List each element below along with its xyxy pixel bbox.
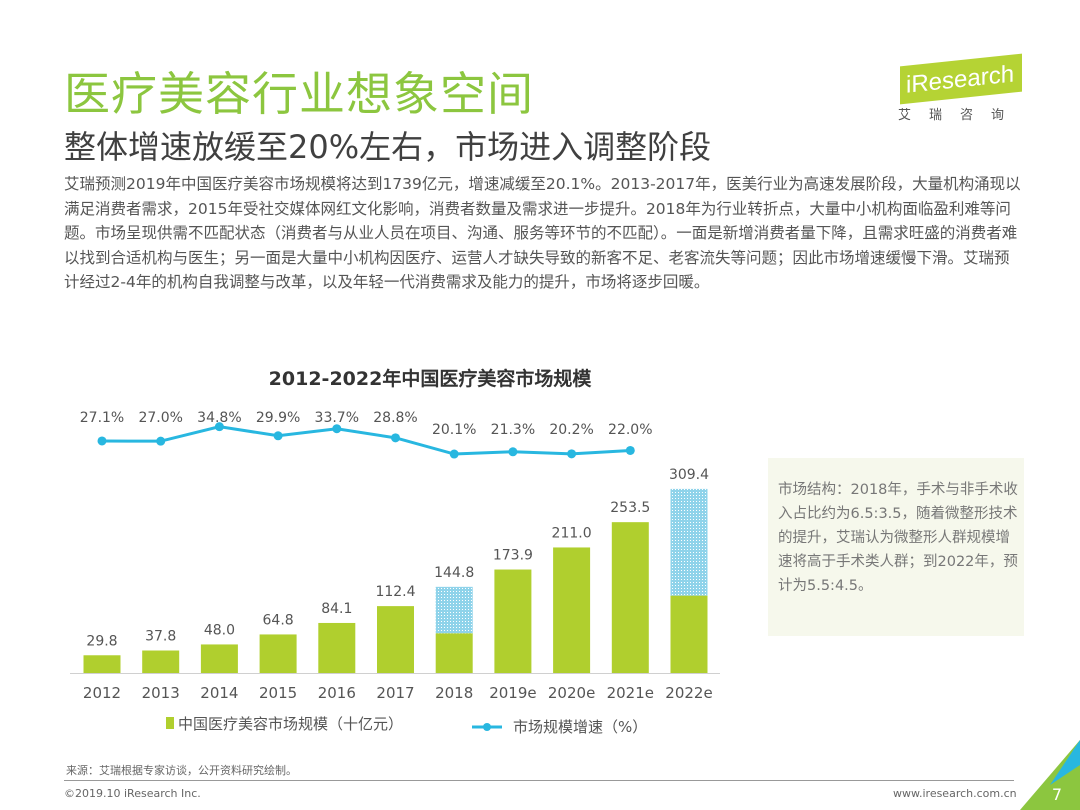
corner-decoration	[1020, 740, 1080, 810]
bar-value-label: 309.4	[669, 467, 709, 483]
growth-rate-label: 20.2%	[549, 422, 593, 438]
growth-rate-point	[214, 422, 224, 432]
growth-rate-label: 27.0%	[138, 410, 182, 426]
legend-line-label: 市场规模增速（%）	[513, 718, 647, 736]
bar	[377, 606, 414, 673]
bar-value-label: 29.8	[86, 633, 117, 649]
growth-rate-point	[508, 447, 518, 457]
chart-title: 2012-2022年中国医疗美容市场规模	[268, 368, 592, 390]
note-text: 市场结构：2018年，手术与非手术收入占比约为6.5:3.5，随着微整形技术的提…	[778, 482, 1018, 594]
bar-value-label: 84.1	[321, 601, 352, 617]
growth-rate-point	[449, 449, 459, 459]
x-tick-label: 2018	[435, 684, 473, 702]
logo-subtext: 艾瑞咨询	[898, 108, 1023, 123]
legend-line-marker	[483, 723, 491, 731]
x-tick-label: 2021e	[607, 684, 654, 702]
bar	[318, 622, 356, 673]
x-tick-label: 2019e	[489, 684, 536, 702]
growth-rate-point	[332, 424, 342, 434]
growth-rate-label: 33.7%	[315, 410, 359, 426]
bar-value-label: 144.8	[434, 565, 474, 581]
growth-rate-point	[273, 431, 283, 441]
bar	[259, 634, 297, 673]
bar-value-label: 48.0	[204, 622, 235, 638]
bar	[200, 644, 238, 673]
page-subtitle: 整体增速放缓至20%左右，市场进入调整阶段	[64, 128, 712, 166]
x-tick-label: 2016	[318, 684, 356, 702]
bar	[83, 655, 121, 673]
x-tick-label: 2014	[200, 684, 238, 702]
bar-value-label: 253.5	[610, 500, 650, 516]
bar-value-label: 173.9	[493, 548, 533, 564]
footer-divider	[64, 780, 1014, 781]
x-tick-label: 2012	[83, 684, 121, 702]
page-title: 医疗美容行业想象空间	[64, 67, 534, 121]
growth-rate-label: 20.1%	[432, 422, 476, 438]
growth-rate-label: 29.9%	[256, 410, 300, 426]
x-tick-label: 2013	[142, 684, 180, 702]
note-box: 市场结构：2018年，手术与非手术收入占比约为6.5:3.5，随着微整形技术的提…	[768, 458, 1024, 636]
growth-rate-label: 28.8%	[373, 410, 417, 426]
growth-rate-line	[101, 425, 631, 456]
iresearch-logo: iResearch 艾瑞咨询	[890, 53, 1030, 123]
growth-rate-point	[391, 433, 400, 443]
legend-bar-swatch	[166, 717, 174, 729]
bar	[494, 569, 532, 673]
bar	[142, 650, 180, 673]
page-number: 7	[1051, 785, 1062, 804]
website-link[interactable]: www.iresearch.com.cn	[893, 787, 1017, 800]
growth-rate-label: 27.1%	[80, 410, 124, 426]
x-tick-label: 2020e	[548, 684, 595, 702]
bar-value-label: 112.4	[375, 584, 415, 600]
copyright: ©2019.10 iResearch Inc.	[64, 787, 201, 800]
bar	[553, 547, 591, 673]
bar-segment-hatched	[435, 586, 473, 634]
bar-value-label: 211.0	[552, 525, 592, 541]
bar	[670, 595, 708, 673]
growth-rate-label: 34.8%	[197, 410, 241, 426]
bar	[435, 633, 473, 673]
legend: 中国医疗美容市场规模（十亿元） 市场规模增速（%）	[166, 715, 647, 736]
bar-value-label: 64.8	[263, 612, 294, 628]
x-tick-label: 2022e	[665, 684, 712, 702]
growth-rate-point	[97, 436, 107, 446]
bar	[611, 522, 649, 673]
growth-rate-point	[156, 436, 166, 446]
source-note: 来源：艾瑞根据专家访谈，公开资料研究绘制。	[66, 764, 297, 777]
growth-rate-label: 22.0%	[608, 422, 652, 438]
growth-rate-label: 21.3%	[491, 422, 535, 438]
legend-bar-label: 中国医疗美容市场规模（十亿元）	[178, 715, 403, 733]
bar-value-label: 37.8	[145, 629, 176, 645]
x-tick-label: 2017	[376, 684, 414, 702]
bar-segment-hatched	[670, 488, 708, 596]
body-paragraph: 艾瑞预测2019年中国医疗美容市场规模将达到1739亿元，增速减缓至20.1%。…	[64, 175, 1021, 291]
growth-rate-point	[567, 449, 577, 459]
x-tick-label: 2015	[259, 684, 297, 702]
growth-rate-point	[625, 445, 635, 455]
